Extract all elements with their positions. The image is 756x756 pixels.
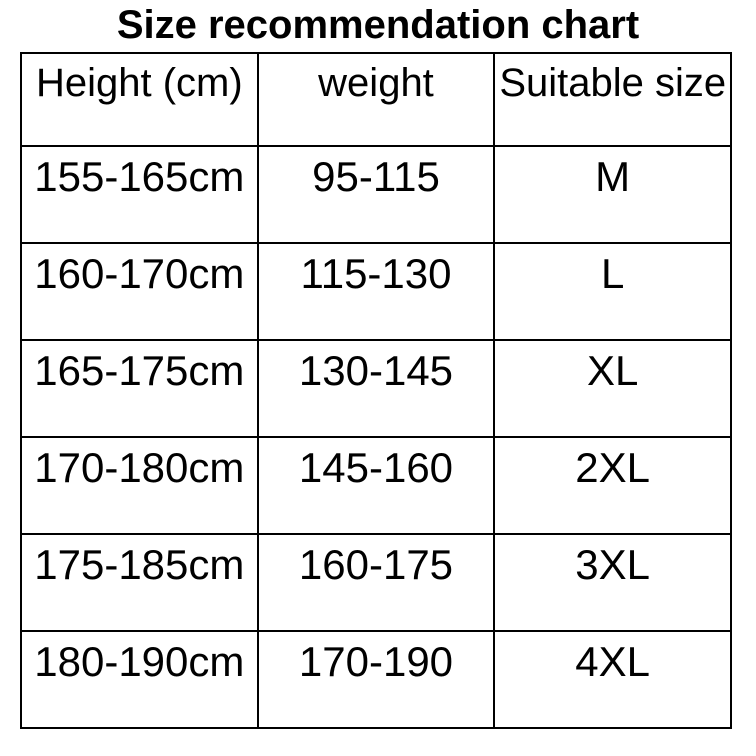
weight-cell: 115-130 [256,242,496,341]
table-row: 160-170cm 115-130 L [20,242,732,341]
column-header-suitable-size: Suitable size [493,52,732,147]
weight-cell: 145-160 [256,436,496,535]
height-cell: 165-175cm [20,339,259,438]
table-row: 180-190cm 170-190 4XL [20,630,732,729]
height-cell: 160-170cm [20,242,259,341]
size-cell: L [493,242,732,341]
size-cell: XL [493,339,732,438]
size-table: Height (cm) weight Suitable size 155-165… [20,52,732,729]
column-header-height: Height (cm) [20,52,259,147]
size-cell: M [493,145,732,244]
column-header-weight: weight [256,52,496,147]
weight-cell: 170-190 [256,630,496,729]
height-cell: 155-165cm [20,145,259,244]
weight-cell: 95-115 [256,145,496,244]
height-cell: 180-190cm [20,630,259,729]
table-row: 175-185cm 160-175 3XL [20,533,732,632]
height-cell: 175-185cm [20,533,259,632]
table-row: 170-180cm 145-160 2XL [20,436,732,535]
size-cell: 4XL [493,630,732,729]
table-row: 165-175cm 130-145 XL [20,339,732,438]
table-header-row: Height (cm) weight Suitable size [20,52,732,147]
table-row: 155-165cm 95-115 M [20,145,732,244]
height-cell: 170-180cm [20,436,259,535]
page-title: Size recommendation chart [116,3,640,47]
weight-cell: 130-145 [256,339,496,438]
weight-cell: 160-175 [256,533,496,632]
size-cell: 2XL [493,436,732,535]
size-cell: 3XL [493,533,732,632]
